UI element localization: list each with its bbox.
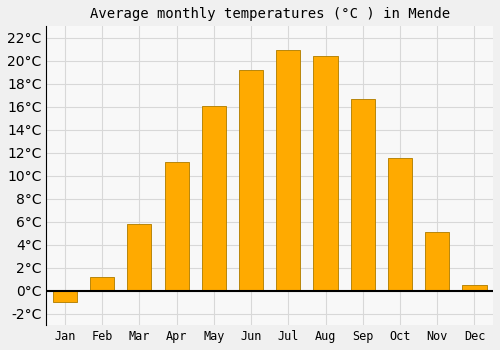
Bar [388,159,412,291]
Title: Average monthly temperatures (°C ) in Mende: Average monthly temperatures (°C ) in Me… [90,7,450,21]
Bar [239,70,263,291]
Bar [276,50,300,291]
Bar [53,291,77,302]
Bar [164,162,188,291]
Bar [202,106,226,291]
Bar [314,56,338,291]
Bar [425,232,450,291]
Bar [350,99,375,291]
Bar [90,277,114,291]
Bar [128,224,152,291]
Bar [462,285,486,291]
